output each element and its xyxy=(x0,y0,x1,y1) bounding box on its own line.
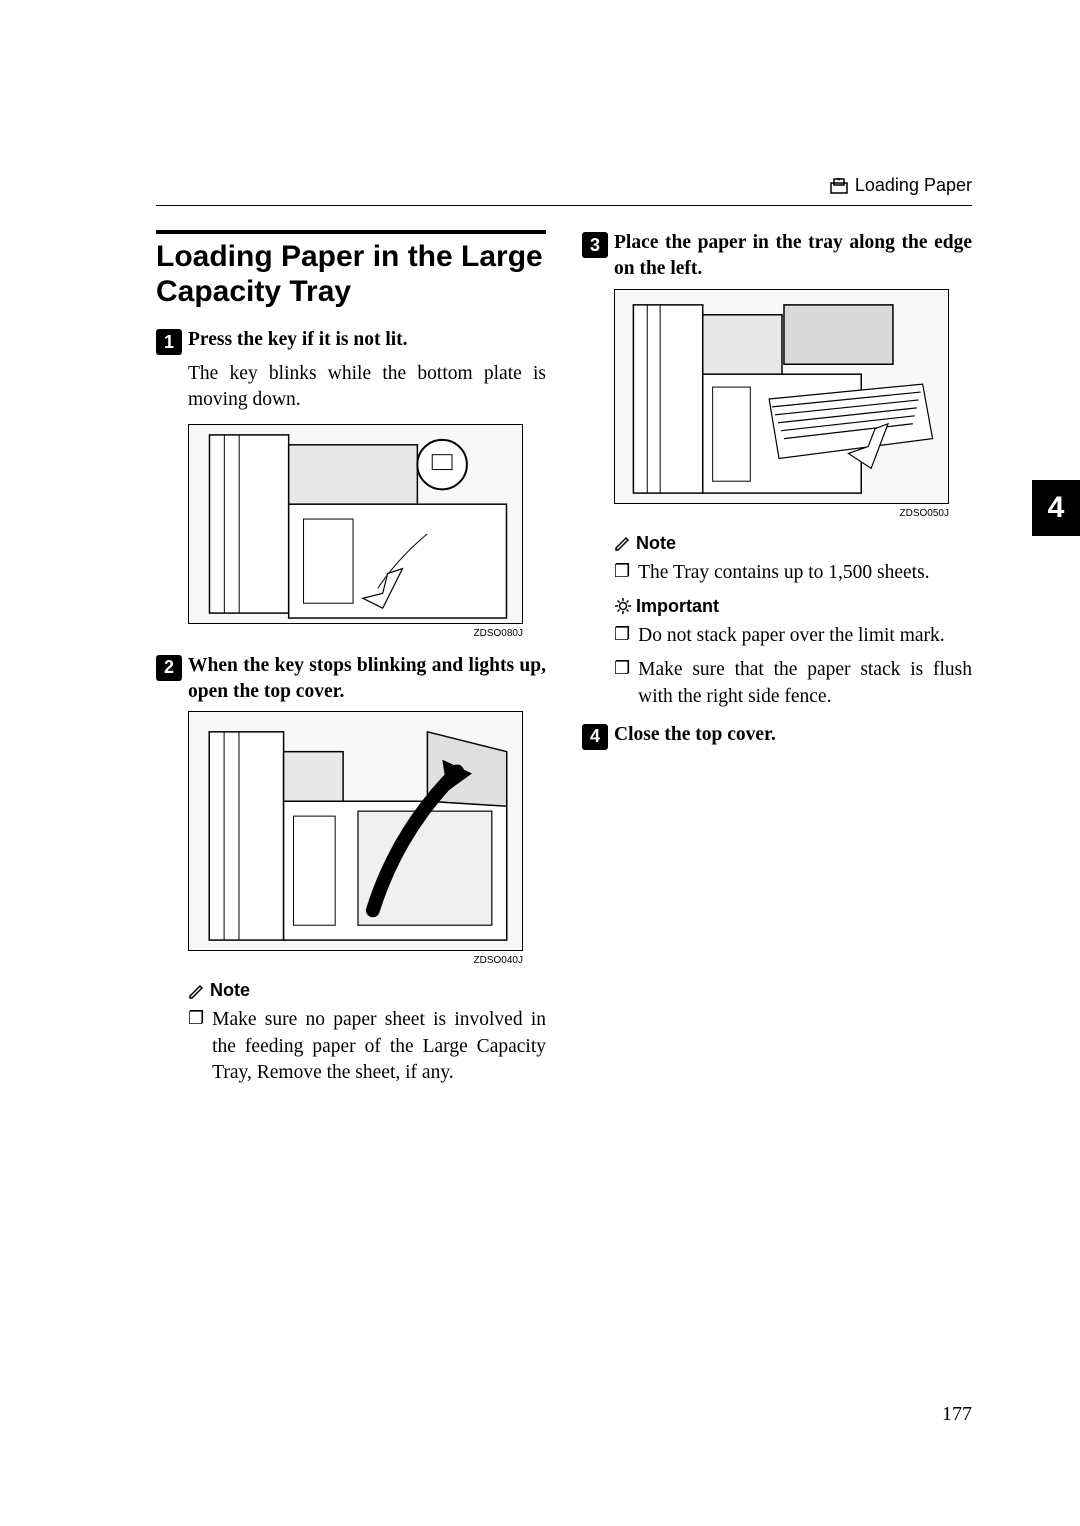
step-header: 2 When the key stops blinking and lights… xyxy=(156,653,546,706)
chapter-tab: 4 xyxy=(1032,480,1080,536)
section-title: Loading Paper in the Large Capacity Tray xyxy=(156,240,546,309)
step-number-badge: 2 xyxy=(156,655,182,681)
note-label: Note xyxy=(636,533,676,554)
important-bullet: ❐ Do not stack paper over the limit mark… xyxy=(614,623,972,649)
header-breadcrumb: Loading Paper xyxy=(829,175,972,196)
image-code: ZDSO050J xyxy=(614,508,949,519)
important-label: Important xyxy=(636,596,719,617)
note-label: Note xyxy=(210,980,250,1001)
step-number-badge: 3 xyxy=(582,232,608,258)
content-columns: Loading Paper in the Large Capacity Tray… xyxy=(156,230,972,1096)
image-code: ZDSO040J xyxy=(188,955,523,966)
bullet-mark-icon: ❐ xyxy=(614,561,630,586)
page-number: 177 xyxy=(942,1403,972,1426)
illustration-press-key xyxy=(188,424,523,624)
step-header: 4 Close the top cover. xyxy=(582,722,972,750)
breadcrumb-text: Loading Paper xyxy=(855,175,972,196)
note-bullet: ❐ Make sure no paper sheet is involved i… xyxy=(188,1007,546,1086)
note-text: Make sure no paper sheet is involved in … xyxy=(212,1007,546,1086)
image-code: ZDSO080J xyxy=(188,628,523,639)
illustration-place-paper xyxy=(614,289,949,504)
section-bar xyxy=(156,230,546,234)
step-number-badge: 4 xyxy=(582,724,608,750)
step-2: 2 When the key stops blinking and lights… xyxy=(156,653,546,1087)
pencil-icon xyxy=(188,982,206,1000)
important-bullet: ❐ Make sure that the paper stack is flus… xyxy=(614,657,972,710)
note-header: Note xyxy=(614,533,972,554)
step-4: 4 Close the top cover. xyxy=(582,722,972,750)
important-text: Make sure that the paper stack is flush … xyxy=(638,657,972,710)
step-title: Press the key if it is not lit. xyxy=(188,327,408,353)
page-content: Loading Paper Loading Paper in the Large… xyxy=(0,0,1080,1526)
note-header: Note xyxy=(188,980,546,1001)
bullet-mark-icon: ❐ xyxy=(614,658,630,710)
gear-icon xyxy=(614,597,632,615)
printer-open-cover-icon xyxy=(189,712,522,950)
note-bullet: ❐ The Tray contains up to 1,500 sheets. xyxy=(614,560,972,586)
printer-load-paper-icon xyxy=(615,290,948,503)
illustration-open-cover xyxy=(188,711,523,951)
important-text: Do not stack paper over the limit mark. xyxy=(638,623,945,649)
paper-tray-icon xyxy=(829,177,849,195)
left-column: Loading Paper in the Large Capacity Tray… xyxy=(156,230,546,1096)
step-number-badge: 1 xyxy=(156,329,182,355)
right-column: 3 Place the paper in the tray along the … xyxy=(582,230,972,1096)
step-title: When the key stops blinking and lights u… xyxy=(188,653,546,706)
note-text: The Tray contains up to 1,500 sheets. xyxy=(638,560,929,586)
step-header: 1 Press the key if it is not lit. xyxy=(156,327,546,355)
pencil-icon xyxy=(614,534,632,552)
step-3: 3 Place the paper in the tray along the … xyxy=(582,230,972,710)
header-rule xyxy=(156,205,972,206)
step-header: 3 Place the paper in the tray along the … xyxy=(582,230,972,283)
bullet-mark-icon: ❐ xyxy=(188,1008,204,1086)
step-title: Place the paper in the tray along the ed… xyxy=(614,230,972,283)
printer-diagram-icon xyxy=(189,425,522,623)
important-header: Important xyxy=(614,596,972,617)
bullet-mark-icon: ❐ xyxy=(614,624,630,649)
step-1: 1 Press the key if it is not lit. The ke… xyxy=(156,327,546,639)
step-body: The key blinks while the bottom plate is… xyxy=(188,361,546,414)
step-title: Close the top cover. xyxy=(614,722,776,748)
